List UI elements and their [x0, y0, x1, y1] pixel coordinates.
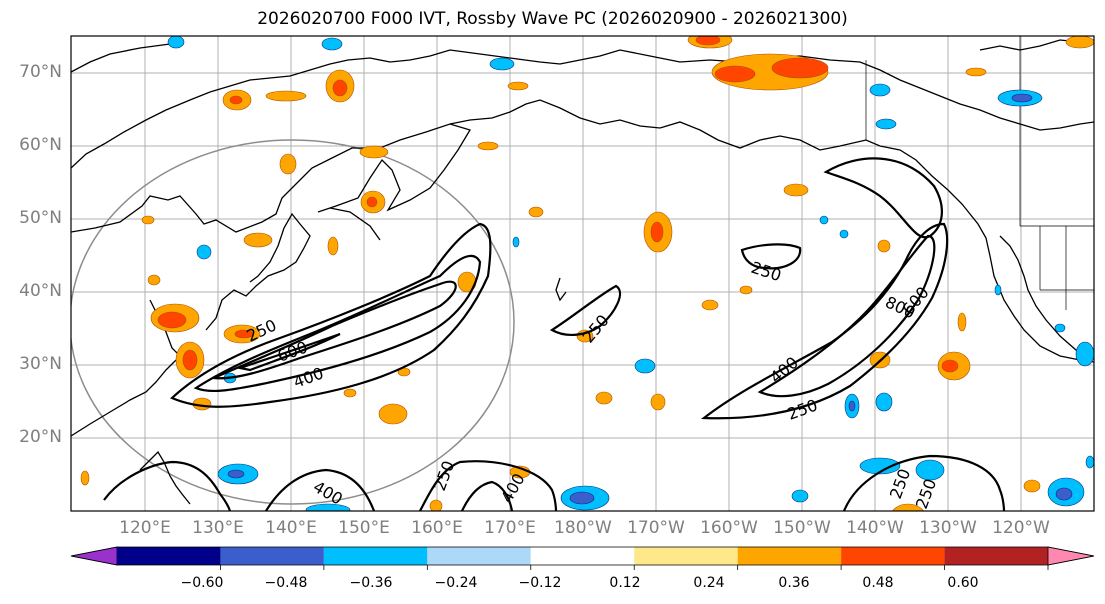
contour-label: 250 [912, 476, 940, 511]
colorbar-tick-label: −0.60 [180, 575, 224, 591]
lat-label: 40°N [19, 281, 62, 301]
contour-label: 600 [275, 337, 310, 365]
colorbar-tick-label: −0.48 [264, 575, 308, 591]
colorbar-tick-label: 0.60 [947, 575, 979, 591]
colorbar-segment [323, 547, 428, 565]
colorbar-extend-high [1047, 546, 1095, 566]
colorbar-segment [427, 547, 531, 565]
colorbar-tick-label: −0.24 [434, 575, 478, 591]
lon-label: 150°W [773, 518, 831, 538]
colorbar-segment [944, 547, 1048, 565]
map-title: 2026020700 F000 IVT, Rossby Wave PC (202… [257, 9, 848, 29]
lon-label: 170°W [627, 518, 685, 538]
lon-label: 130°E [192, 518, 244, 538]
colorbar-outline [70, 546, 1095, 566]
colorbar-tick-label: 0.36 [778, 575, 810, 591]
graticule [71, 36, 1094, 511]
shading-negative [167, 36, 1094, 511]
lon-label: 160°W [700, 518, 758, 538]
lon-label: 140°W [846, 518, 904, 538]
lon-label: 140°E [265, 518, 317, 538]
lat-label: 50°N [19, 208, 62, 228]
lon-label: 160°E [411, 518, 463, 538]
map-frame [70, 35, 1095, 512]
colorbar-segment [530, 547, 635, 565]
contour-label: 250 [749, 258, 784, 286]
lon-label: 170°E [484, 518, 536, 538]
contour-label-group: 250 600 400 250 400 250 400 250 800 600 … [244, 258, 941, 511]
lat-label: 70°N [19, 62, 62, 82]
colorbar-segment [841, 547, 945, 565]
contour-label: 250 [785, 395, 820, 423]
contour-label: 250 [430, 458, 458, 493]
shading-positive [80, 36, 1094, 511]
colorbar-segment [117, 547, 221, 565]
colorbar-tick-label: 0.48 [862, 575, 894, 591]
region-circle [71, 139, 515, 505]
contour-label: 400 [291, 363, 326, 391]
lon-label: 150°E [338, 518, 390, 538]
colorbar-segment [737, 547, 842, 565]
lon-label: 120°E [119, 518, 171, 538]
lat-label: 30°N [19, 354, 62, 374]
colorbar-extend-low [70, 546, 118, 566]
colorbar-segment [634, 547, 738, 565]
colorbar-tick-label: 0.12 [609, 575, 641, 591]
contour-label: 400 [766, 353, 802, 387]
ivt-contours [103, 157, 1006, 511]
lon-label: 180°W [554, 518, 612, 538]
lat-label: 60°N [19, 135, 62, 155]
lon-label: 120°W [992, 518, 1050, 538]
colorbar-tick-label: 0.24 [693, 575, 725, 591]
colorbar [70, 546, 1095, 570]
colorbar-tick-label: −0.12 [518, 575, 562, 591]
colorbar-segment [220, 547, 324, 565]
lon-label: 130°W [919, 518, 977, 538]
colorbar-tick-label: −0.36 [349, 575, 393, 591]
coastlines [71, 39, 1094, 505]
lat-label: 20°N [19, 427, 62, 447]
